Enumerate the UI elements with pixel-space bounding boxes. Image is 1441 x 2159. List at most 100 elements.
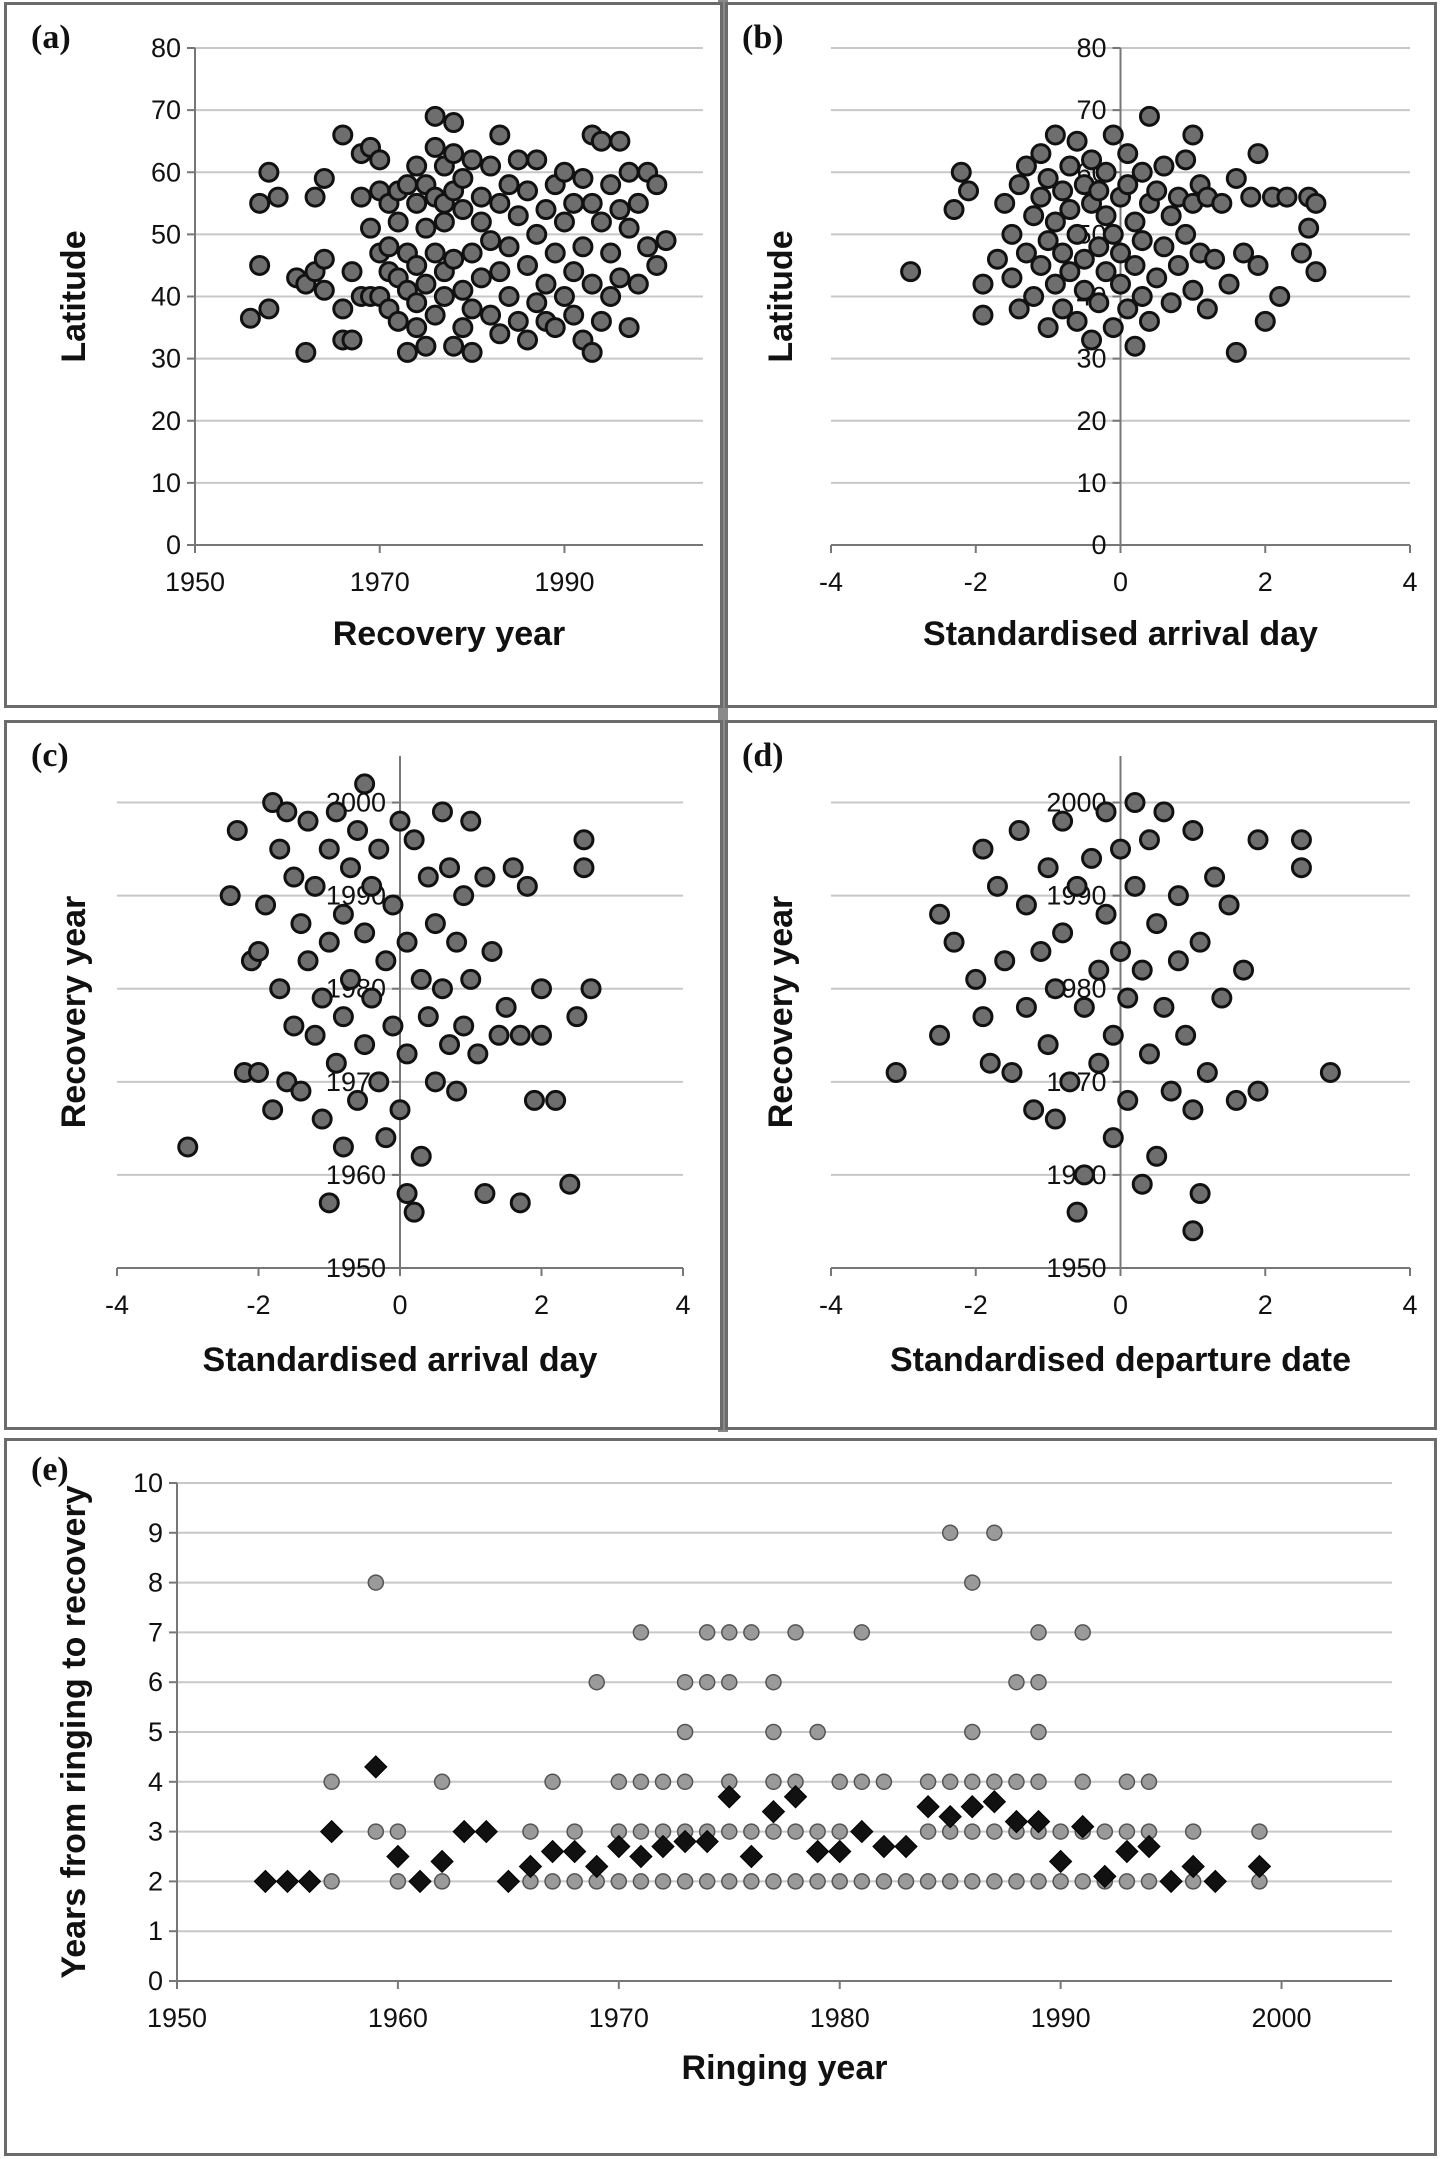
data-point [417, 1006, 439, 1028]
data-point [1247, 1080, 1269, 1102]
data-point [453, 1015, 475, 1037]
data-point-circle [853, 1773, 871, 1791]
data-point [1254, 310, 1276, 332]
data-point [1030, 254, 1052, 276]
data-point-circle [853, 1873, 871, 1890]
data-point-circle [986, 1524, 1003, 1542]
data-point-circle [588, 1673, 605, 1691]
data-point [1044, 211, 1066, 233]
data-point [535, 273, 557, 295]
data-point [248, 1062, 269, 1084]
data-point [523, 1089, 545, 1111]
data-point [1095, 161, 1117, 183]
data-point [415, 273, 437, 295]
x-axis-title: Recovery year [333, 615, 566, 653]
x-tick-label: 2 [1258, 567, 1273, 597]
data-point [1146, 913, 1168, 935]
data-point [1088, 292, 1110, 314]
data-point [452, 199, 474, 221]
data-point [439, 1034, 461, 1056]
panel-label: (c) [31, 737, 69, 774]
data-point [332, 903, 354, 925]
data-point [1015, 894, 1037, 916]
data-point [295, 341, 317, 363]
data-point [283, 1015, 305, 1037]
data-point-diamond [916, 1794, 940, 1819]
data-point [573, 857, 595, 879]
y-tick-label: 9 [148, 1518, 163, 1548]
data-point [509, 1192, 531, 1214]
data-point-circle [632, 1873, 650, 1890]
x-tick-label: 0 [1113, 567, 1128, 597]
data-point [559, 1173, 581, 1195]
data-point [1117, 298, 1139, 320]
y-tick-label: 0 [166, 530, 181, 560]
data-point [563, 304, 585, 326]
x-tick-label: -2 [964, 1290, 988, 1320]
data-point [226, 819, 248, 841]
data-point-circle [743, 1873, 760, 1890]
data-point-circle [522, 1823, 539, 1840]
data-point [1102, 317, 1124, 339]
data-point-diamond [960, 1794, 984, 1819]
data-point [1095, 801, 1117, 823]
axes [169, 1482, 1392, 1989]
panel-b: (b) -4-202401020304050607080Standardised… [725, 2, 1437, 708]
data-point-circle [897, 1873, 915, 1890]
data-point [1023, 286, 1045, 307]
data-point [1001, 267, 1023, 289]
data-point-circle [610, 1773, 628, 1791]
data-point [618, 317, 640, 339]
data-point-diamond [386, 1844, 410, 1869]
data-point-circle [433, 1873, 451, 1890]
data-point [979, 1052, 1001, 1074]
data-point [498, 286, 520, 307]
data-point [313, 279, 335, 301]
data-point [972, 304, 994, 326]
data-point [470, 211, 492, 233]
data-point [1160, 292, 1182, 314]
x-tick-label: 1990 [1031, 2003, 1091, 2033]
data-point-circle [1251, 1823, 1268, 1840]
data-point [972, 273, 994, 295]
data-point [1153, 996, 1175, 1018]
data-point [1182, 279, 1204, 301]
data-point-circle [1118, 1773, 1136, 1791]
data-point [1044, 124, 1066, 146]
data-point [375, 1127, 397, 1149]
data-point [1167, 254, 1189, 276]
data-point [950, 161, 972, 183]
data-point [452, 317, 474, 339]
x-tick-label: -2 [246, 1290, 270, 1320]
data-point [1081, 149, 1103, 171]
data-point [517, 329, 539, 351]
data-point [1189, 931, 1211, 953]
data-point [461, 298, 483, 320]
data-point [1073, 996, 1095, 1018]
data-point [470, 186, 492, 208]
data-point [1146, 180, 1168, 202]
data-point [248, 940, 269, 962]
y-tick-label: 60 [151, 157, 181, 187]
data-point-circle [831, 1773, 848, 1791]
data-point [531, 978, 552, 1000]
data-point [258, 298, 280, 320]
data-point [1160, 205, 1182, 227]
data-point [387, 211, 409, 233]
panel-label: (e) [31, 1451, 69, 1488]
data-point [1095, 205, 1117, 227]
data-point [378, 236, 400, 258]
data-point [563, 192, 585, 214]
y-tick-label: 0 [1091, 530, 1106, 560]
data-point [1030, 186, 1052, 208]
data-point [481, 940, 503, 962]
data-point [424, 105, 446, 127]
data-point [646, 174, 668, 196]
data-point [1052, 242, 1074, 264]
data-point [1102, 124, 1124, 146]
data-point [1088, 236, 1110, 258]
data-point-diamond [408, 1869, 432, 1894]
data-point [1131, 230, 1153, 252]
data-point [332, 1006, 354, 1028]
data-point [1146, 267, 1168, 289]
